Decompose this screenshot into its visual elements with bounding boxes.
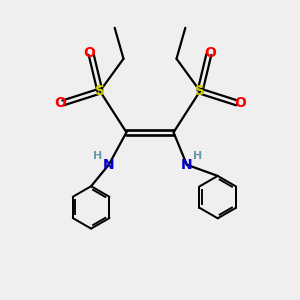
Text: O: O bbox=[234, 96, 246, 110]
Text: H: H bbox=[194, 152, 202, 161]
Text: O: O bbox=[54, 96, 66, 110]
Text: S: S bbox=[95, 84, 105, 98]
Text: N: N bbox=[181, 158, 193, 172]
Text: N: N bbox=[103, 158, 115, 172]
Text: O: O bbox=[84, 46, 96, 60]
Text: H: H bbox=[93, 152, 102, 161]
Text: O: O bbox=[204, 46, 216, 60]
Text: S: S bbox=[195, 84, 205, 98]
